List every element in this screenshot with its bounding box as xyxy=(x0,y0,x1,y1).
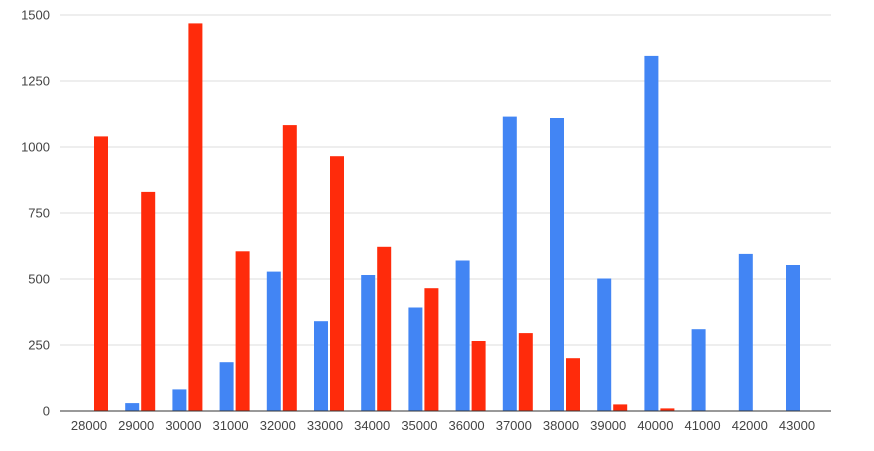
x-tick-label: 30000 xyxy=(165,418,201,433)
bar-series-1-38000 xyxy=(550,118,564,411)
y-axis-tick-labels: 0 250 500 750 1000 1250 1500 xyxy=(21,8,50,419)
y-tick-label: 500 xyxy=(28,272,50,287)
x-tick-label: 33000 xyxy=(307,418,343,433)
bar-series-1-35000 xyxy=(408,307,423,411)
bar-series-2-33000 xyxy=(330,156,344,411)
bar-series-2-30000 xyxy=(188,23,203,412)
x-tick-label: 38000 xyxy=(543,418,579,433)
x-axis-tick-labels: 28000 29000 30000 31000 32000 33000 34000 35000… xyxy=(71,418,815,433)
bar-series-2-31000 xyxy=(235,251,250,411)
bar-series-1-41000 xyxy=(691,329,706,411)
bar-series-2-37000 xyxy=(518,333,533,411)
bar-series-2-36000 xyxy=(471,341,486,411)
y-tick-label: 0 xyxy=(43,404,50,419)
bar-series-2-28000 xyxy=(94,136,108,411)
y-tick-label: 1250 xyxy=(21,74,50,89)
bar-series-1-29000 xyxy=(125,403,140,411)
x-tick-label: 42000 xyxy=(732,418,768,433)
bar-series-2-29000 xyxy=(141,191,156,411)
x-tick-label: 28000 xyxy=(71,418,107,433)
bar-series-2-32000 xyxy=(282,125,297,411)
bar-series-1-31000 xyxy=(219,362,234,411)
bar-series-1-42000 xyxy=(738,253,753,411)
bar-series-1-30000 xyxy=(172,389,187,411)
gridlines xyxy=(60,14,831,346)
x-tick-label: 37000 xyxy=(496,418,532,433)
x-tick-label: 35000 xyxy=(401,418,437,433)
bar-series-1-37000 xyxy=(502,116,517,411)
x-tick-label: 29000 xyxy=(118,418,154,433)
bar-series-1-40000 xyxy=(644,55,659,412)
bars xyxy=(94,23,800,412)
x-tick-label: 43000 xyxy=(779,418,815,433)
x-tick-label: 31000 xyxy=(213,418,249,433)
x-tick-label: 34000 xyxy=(354,418,390,433)
x-tick-label: 40000 xyxy=(637,418,673,433)
bar-series-2-35000 xyxy=(424,288,439,411)
bar-series-1-33000 xyxy=(314,321,328,411)
y-tick-label: 750 xyxy=(28,206,50,221)
x-tick-label: 36000 xyxy=(449,418,485,433)
bar-series-2-40000 xyxy=(660,408,675,411)
bar-series-1-34000 xyxy=(361,275,376,411)
bar-series-2-38000 xyxy=(566,358,580,411)
x-tick-label: 39000 xyxy=(590,418,626,433)
x-tick-label: 32000 xyxy=(260,418,296,433)
y-tick-label: 1500 xyxy=(21,8,50,23)
y-tick-label: 1000 xyxy=(21,140,50,155)
y-tick-label: 250 xyxy=(28,338,50,353)
bar-series-2-39000 xyxy=(613,404,628,411)
x-tick-label: 41000 xyxy=(685,418,721,433)
bar-series-1-43000 xyxy=(786,265,800,411)
bar-series-1-39000 xyxy=(597,278,612,411)
bar-series-1-32000 xyxy=(266,271,281,411)
bar-series-2-34000 xyxy=(377,246,392,411)
bar-series-1-36000 xyxy=(455,260,470,411)
